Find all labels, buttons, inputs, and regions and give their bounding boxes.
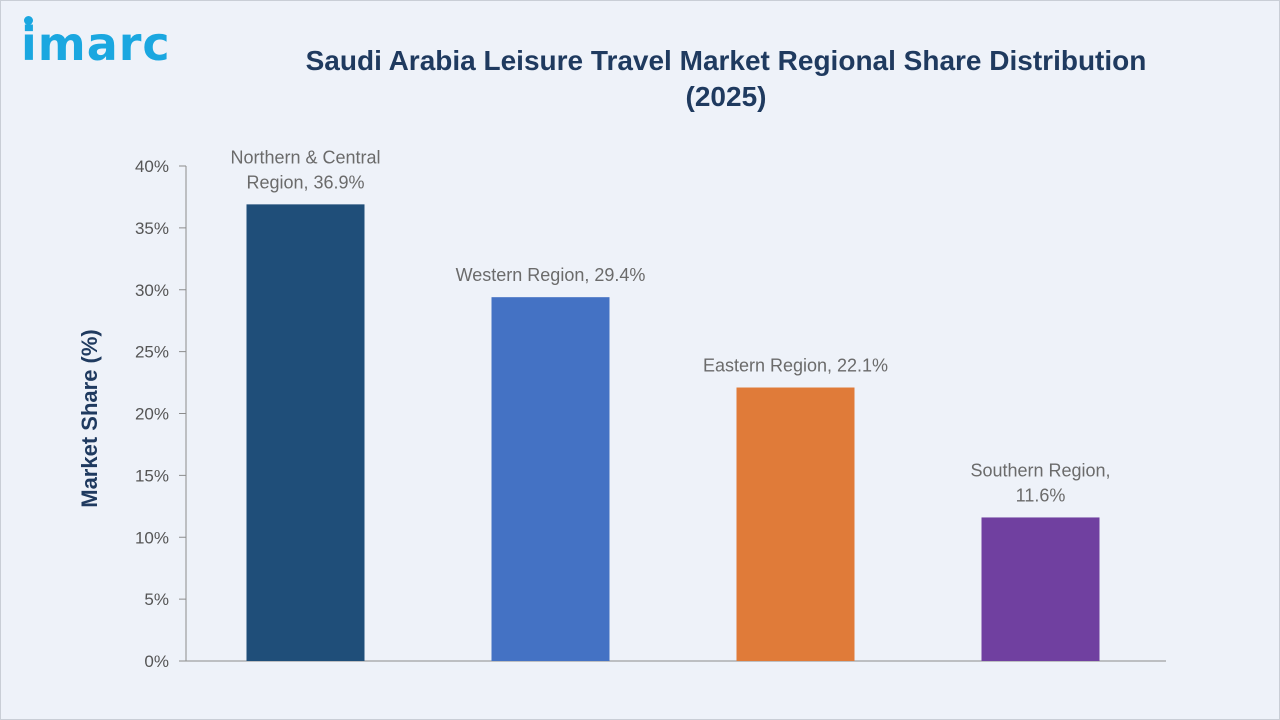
y-tick-label: 40%	[135, 157, 169, 176]
chart-title-line-2: (2025)	[685, 81, 767, 112]
y-tick-label: 0%	[144, 652, 169, 671]
bar	[981, 517, 1100, 661]
y-tick-label: 25%	[135, 343, 169, 362]
y-tick-label: 20%	[135, 405, 169, 424]
bar-data-label: Region, 36.9%	[246, 172, 364, 192]
bar	[491, 297, 610, 661]
logo-dot	[24, 16, 33, 25]
y-tick-label: 30%	[135, 281, 169, 300]
chart-title: Saudi Arabia Leisure Travel Market Regio…	[291, 43, 1161, 115]
brand-logo: imarc	[21, 17, 171, 71]
bar-data-label: Western Region, 29.4%	[456, 265, 646, 285]
bar-data-label: 11.6%	[1016, 485, 1066, 505]
y-tick-label: 5%	[144, 590, 169, 609]
y-tick-label: 10%	[135, 528, 169, 547]
bar-data-label: Southern Region,	[970, 460, 1110, 480]
y-tick-label: 15%	[135, 466, 169, 485]
bar-data-label: Northern & Central	[230, 147, 380, 167]
bar-data-label: Eastern Region, 22.1%	[703, 356, 888, 376]
y-axis-title: Market Share (%)	[77, 329, 102, 508]
bar	[246, 204, 365, 662]
bar	[736, 387, 855, 661]
y-tick-label: 35%	[135, 219, 169, 238]
chart-title-line-1: Saudi Arabia Leisure Travel Market Regio…	[305, 45, 1147, 76]
